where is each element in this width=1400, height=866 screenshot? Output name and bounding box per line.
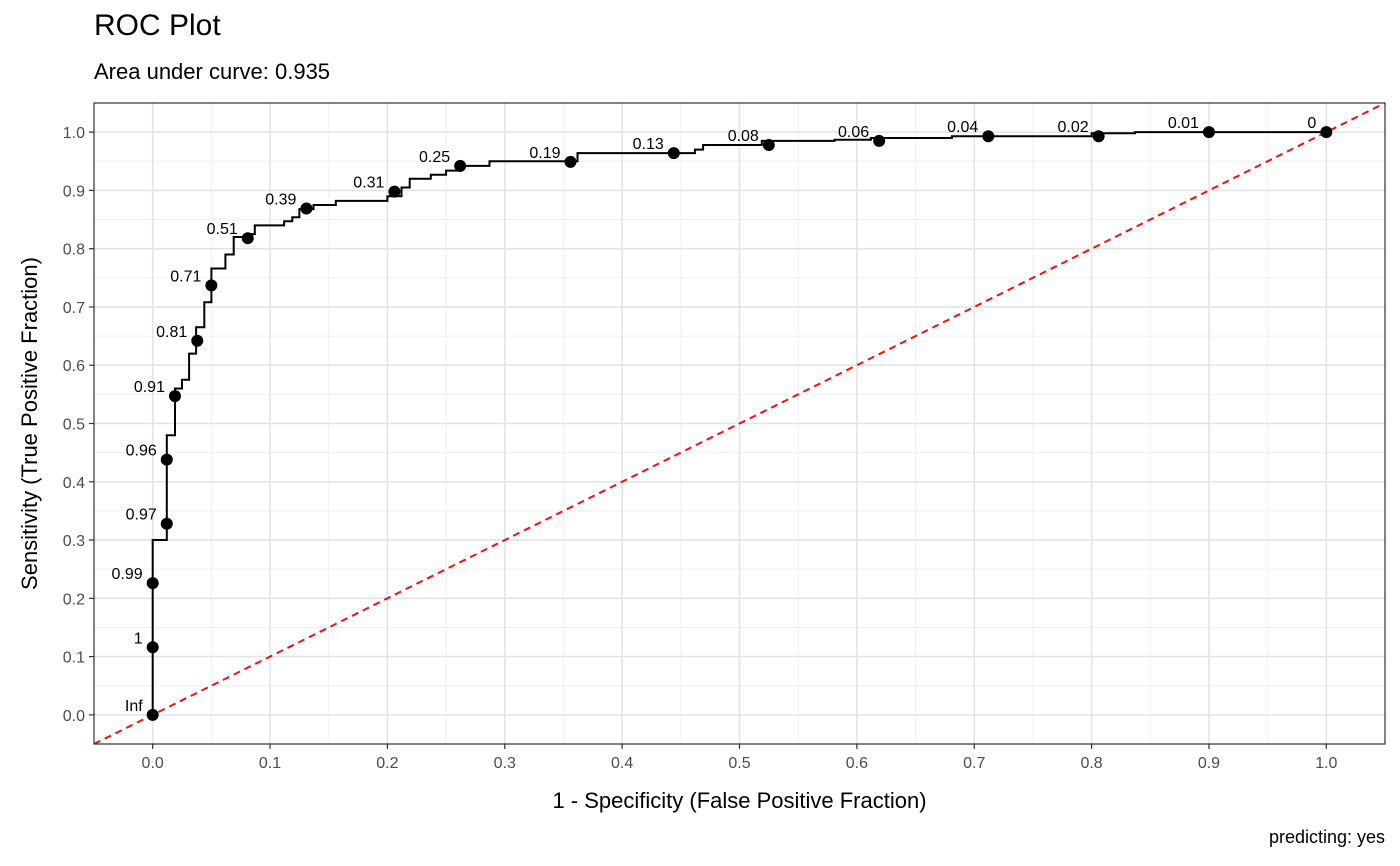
threshold-label: 0.51 — [207, 221, 238, 238]
x-tick-label: 0.6 — [846, 755, 868, 772]
threshold-point — [205, 279, 218, 292]
y-tick-label: 0.6 — [63, 358, 85, 375]
threshold-label: 0.02 — [1057, 119, 1088, 136]
threshold-label: 0 — [1307, 115, 1316, 132]
y-tick-label: 0.9 — [63, 183, 85, 200]
x-tick-label: 0.8 — [1080, 755, 1102, 772]
chart-title: ROC Plot — [94, 9, 221, 42]
threshold-point — [241, 232, 254, 245]
threshold-point — [873, 134, 886, 147]
threshold-point — [1320, 126, 1333, 139]
threshold-point — [982, 130, 995, 143]
threshold-point — [1202, 126, 1215, 139]
threshold-point — [564, 155, 577, 168]
threshold-point — [191, 334, 204, 347]
threshold-points — [146, 126, 1333, 721]
y-tick-label: 0.8 — [63, 242, 85, 259]
y-tick-label: 0.5 — [63, 417, 85, 434]
threshold-label: 0.39 — [265, 191, 296, 208]
threshold-point — [146, 577, 159, 590]
x-axis-ticks: 0.0 0.1 0.2 0.3 0.4 0.5 0.6 0.7 0.8 0.9 1.0 — [142, 744, 1338, 772]
threshold-label: 0.99 — [112, 566, 143, 583]
threshold-point — [168, 390, 181, 403]
x-tick-label: 0.4 — [611, 755, 633, 772]
y-axis-ticks: 0.0 0.1 0.2 0.3 0.4 0.5 0.6 0.7 0.8 0.9 1.0 — [63, 125, 94, 725]
threshold-point — [160, 453, 173, 466]
major-gridlines — [94, 103, 1385, 744]
threshold-point — [667, 147, 680, 160]
threshold-label: 0.96 — [126, 443, 157, 460]
y-tick-label: 1.0 — [63, 125, 85, 142]
x-tick-label: 0.1 — [259, 755, 281, 772]
roc-curve-line — [151, 131, 1327, 715]
x-tick-label: 0.7 — [963, 755, 985, 772]
threshold-label: 0.97 — [126, 507, 157, 524]
threshold-point — [388, 185, 401, 198]
y-axis-title: Sensitivity (True Positive Fraction) — [17, 257, 42, 590]
threshold-point — [1092, 130, 1105, 143]
threshold-point — [160, 517, 173, 530]
threshold-label: 0.31 — [353, 175, 384, 192]
threshold-point — [762, 138, 775, 151]
y-tick-label: 0.2 — [63, 591, 85, 608]
y-tick-label: 0.4 — [63, 475, 85, 492]
y-tick-label: 0.3 — [63, 533, 85, 550]
chart-caption: predicting: yes — [1268, 827, 1385, 847]
threshold-label: 0.91 — [134, 379, 165, 396]
threshold-point — [454, 159, 467, 172]
threshold-label: 0.01 — [1168, 115, 1199, 132]
reference-diagonal-line — [94, 103, 1385, 744]
threshold-label: 0.13 — [633, 136, 664, 153]
threshold-label: 1 — [134, 630, 143, 647]
x-tick-label: 0.0 — [142, 755, 164, 772]
x-axis-title: 1 - Specificity (False Positive Fraction… — [552, 788, 926, 813]
x-tick-label: 1.0 — [1315, 755, 1337, 772]
x-tick-label: 0.9 — [1198, 755, 1220, 772]
threshold-label: Inf — [125, 698, 143, 715]
threshold-point — [146, 708, 159, 721]
threshold-label: 0.19 — [529, 145, 560, 162]
threshold-point — [300, 202, 313, 215]
threshold-label: 0.81 — [156, 324, 187, 341]
y-tick-label: 0.0 — [63, 708, 85, 725]
y-tick-label: 0.7 — [63, 300, 85, 317]
threshold-labels: Inf 1 0.99 0.97 0.96 0.91 0.81 0.71 0.51 0.39 0.31… — [112, 115, 1317, 715]
y-tick-label: 0.1 — [63, 650, 85, 667]
x-tick-label: 0.3 — [494, 755, 516, 772]
x-tick-label: 0.2 — [376, 755, 398, 772]
threshold-label: 0.25 — [419, 149, 450, 166]
chart-subtitle: Area under curve: 0.935 — [94, 59, 331, 84]
threshold-label: 0.71 — [170, 268, 201, 285]
threshold-label: 0.08 — [728, 128, 759, 145]
threshold-label: 0.04 — [947, 119, 978, 136]
threshold-label: 0.06 — [838, 124, 869, 141]
threshold-point — [146, 641, 159, 654]
x-tick-label: 0.5 — [728, 755, 750, 772]
